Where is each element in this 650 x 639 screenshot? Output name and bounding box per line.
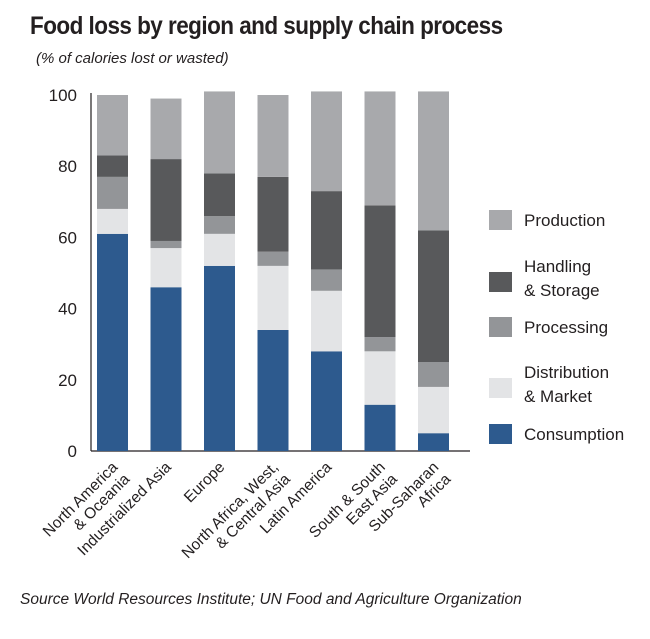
- bar-segment: [150, 287, 182, 451]
- y-tick-label: 0: [68, 442, 77, 461]
- bar-segment: [257, 95, 289, 177]
- y-tick-label: 100: [49, 86, 77, 105]
- bar-segment: [311, 290, 342, 352]
- bar-segment: [97, 176, 128, 209]
- bar-segment: [257, 176, 289, 252]
- bar-segment: [364, 404, 396, 451]
- source-note: Source World Resources Institute; UN Foo…: [20, 591, 522, 608]
- bar-segment: [418, 230, 449, 362]
- legend-label: Production: [524, 211, 605, 230]
- bar-segment: [150, 159, 182, 241]
- legend-swatch: [489, 272, 512, 292]
- bar-segment: [204, 173, 235, 217]
- legend-swatch: [489, 210, 512, 230]
- bar-segment: [418, 91, 449, 231]
- bar-segment: [418, 386, 449, 434]
- legend-swatch: [489, 317, 512, 337]
- bar-segment: [311, 351, 342, 451]
- chart-subtitle: (% of calories lost or wasted): [36, 50, 229, 67]
- bar-segment: [150, 240, 182, 249]
- bar-segment: [364, 351, 396, 405]
- legend-swatch: [489, 424, 512, 444]
- bar-segment: [257, 265, 289, 330]
- bar-segment: [257, 329, 289, 451]
- bar-segment: [418, 362, 449, 387]
- bar-segment: [311, 269, 342, 291]
- bar-segment: [364, 91, 396, 206]
- legend-label: Distribution & Market: [524, 363, 609, 406]
- bar-segment: [150, 248, 182, 288]
- bar-segment: [364, 205, 396, 338]
- legend-label: Processing: [524, 318, 608, 337]
- x-category-label: Europe: [181, 459, 228, 506]
- y-tick-label: 40: [58, 300, 77, 319]
- y-tick-label: 20: [58, 371, 77, 390]
- bar-segment: [150, 98, 182, 160]
- bar-segment: [204, 265, 235, 451]
- legend-label: Handling & Storage: [524, 257, 600, 300]
- bar-segment: [204, 91, 235, 174]
- bar-segment: [418, 433, 449, 451]
- bar-segment: [364, 337, 396, 352]
- bar-segment: [311, 91, 342, 192]
- legend-label: Consumption: [524, 425, 624, 444]
- legend-swatch: [489, 378, 512, 398]
- bar-segment: [97, 233, 128, 451]
- y-tick-label: 80: [58, 157, 77, 176]
- bar-segment: [97, 155, 128, 177]
- bar-segment: [257, 251, 289, 266]
- bar-segment: [311, 191, 342, 270]
- bar-segment: [204, 233, 235, 266]
- chart-title: Food loss by region and supply chain pro…: [30, 12, 503, 40]
- bar-segment: [204, 216, 235, 234]
- bar-segment: [97, 208, 128, 234]
- bar-segment: [97, 95, 128, 156]
- y-tick-label: 60: [58, 228, 77, 247]
